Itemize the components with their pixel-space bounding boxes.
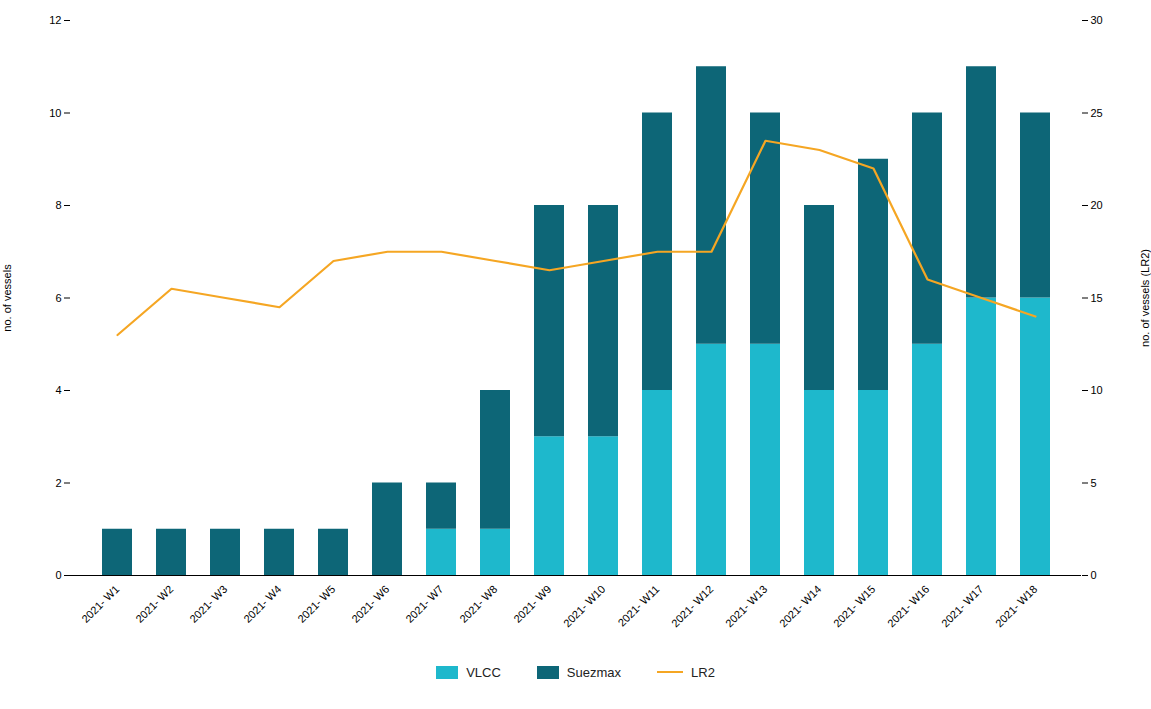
svg-text:2021- W12: 2021- W12 [669, 583, 716, 630]
svg-text:2021- W18: 2021- W18 [993, 583, 1040, 630]
svg-text:no. of vessels (LR2): no. of vessels (LR2) [1139, 249, 1151, 347]
html-text:Suezmax: Suezmax [566, 664, 621, 680]
svg-text:5: 5 [1091, 477, 1097, 489]
svg-text:2021- W3: 2021- W3 [187, 583, 229, 625]
svg-text:15: 15 [1091, 292, 1103, 304]
svg-text:20: 20 [1091, 199, 1103, 211]
svg-text:no. of vessels: no. of vessels [1, 264, 13, 332]
svg-text:12: 12 [49, 14, 61, 26]
svg-text:2021- W10: 2021- W10 [561, 583, 608, 630]
svg-text:2: 2 [55, 477, 61, 489]
svg-text:2021- W1: 2021- W1 [79, 583, 121, 625]
svg-text:2021- W4: 2021- W4 [241, 583, 283, 625]
svg-text:0: 0 [55, 569, 61, 581]
svg-text:2021- W5: 2021- W5 [295, 583, 337, 625]
svg-text:10: 10 [1091, 384, 1103, 396]
html-text:VLCC: VLCC [466, 664, 501, 680]
svg-text:2021- W9: 2021- W9 [511, 583, 553, 625]
svg-text:2021- W2: 2021- W2 [133, 583, 175, 625]
svg-text:2021- W16: 2021- W16 [885, 583, 932, 630]
svg-text:2021- W15: 2021- W15 [831, 583, 878, 630]
svg-text:2021- W11: 2021- W11 [615, 583, 661, 629]
svg-text:2021- W6: 2021- W6 [349, 583, 391, 625]
html-text:LR2: LR2 [691, 664, 715, 680]
svg-text:8: 8 [55, 199, 61, 211]
svg-text:2021- W7: 2021- W7 [403, 583, 445, 625]
svg-text:25: 25 [1091, 107, 1103, 119]
svg-text:2021- W17: 2021- W17 [939, 583, 986, 630]
svg-text:2021- W8: 2021- W8 [457, 583, 499, 625]
svg-text:4: 4 [55, 384, 61, 396]
svg-text:30: 30 [1091, 14, 1103, 26]
svg-text:2021- W13: 2021- W13 [723, 583, 770, 630]
svg-text:6: 6 [55, 292, 61, 304]
svg-text:0: 0 [1091, 569, 1097, 581]
svg-text:2021- W14: 2021- W14 [777, 583, 824, 630]
svg-text:10: 10 [49, 107, 61, 119]
